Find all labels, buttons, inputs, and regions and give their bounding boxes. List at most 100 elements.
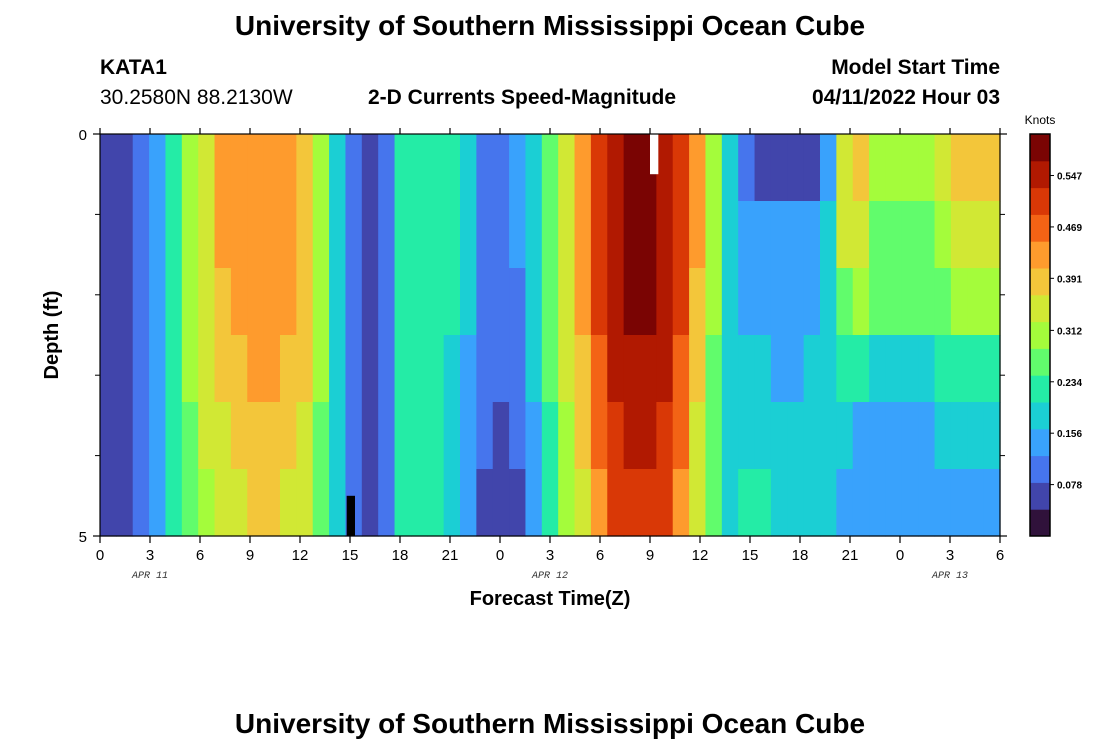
heatmap-cell [721,201,739,269]
heatmap-cell [509,268,527,336]
heatmap-cell [116,201,134,269]
heatmap-cell [132,134,150,202]
heatmap-cell [116,335,134,403]
heatmap-cell [607,201,625,269]
heatmap-cell [492,469,510,537]
colorbar-segment [1030,509,1050,537]
heatmap-cell [361,268,379,336]
heatmap-cell [590,335,608,403]
heatmap-cell [100,469,117,537]
main-title: University of Southern Mississippi Ocean… [234,10,866,41]
colorbar-segment [1030,268,1050,296]
heatmap-cell [787,402,805,470]
missing-cell [650,134,659,175]
heatmap-cell [672,134,690,202]
heatmap-cell [721,469,739,537]
heatmap-cell [541,134,559,202]
heatmap-cell [803,134,821,202]
heatmap-cell [623,469,641,537]
heatmap-cell [230,134,248,202]
heatmap-cell [656,134,674,202]
heatmap-cell [869,201,887,269]
heatmap-cell [329,134,347,202]
heatmap-cell [165,469,183,537]
heatmap-cell [263,134,281,202]
heatmap-cell [918,335,936,403]
heatmap-cell [443,268,461,336]
heatmap-cell [787,469,805,537]
heatmap-cell [558,469,576,537]
heatmap-cell [509,134,527,202]
x-tick-label: 15 [742,547,759,564]
heatmap-cell [181,469,199,537]
heatmap-cell [476,335,494,403]
heatmap-cell [689,201,707,269]
colorbar-segment [1030,294,1050,323]
heatmap-cell [820,268,837,336]
heatmap-cell [983,134,1001,202]
heatmap-cell [116,402,134,470]
heatmap-cell [460,469,477,537]
colorbar-segment [1030,321,1050,349]
heatmap-cell [312,469,330,537]
heatmap-cell [165,201,183,269]
colorbar-segment [1030,348,1050,376]
heatmap-cell [361,335,379,403]
heatmap-cell [410,268,428,336]
heatmap-cell [132,201,150,269]
heatmap-cell [934,335,952,403]
heatmap-cell [803,201,821,269]
heatmap-cell [852,268,870,336]
heatmap-cell [476,469,494,537]
heatmap-cell [820,201,837,269]
heatmap-cell [329,268,347,336]
x-tick-label: 6 [196,547,204,564]
heatmap-cell [934,201,952,269]
colorbar-segment [1030,187,1050,215]
heatmap-cell [836,335,854,403]
heatmap-cell [738,134,756,202]
heatmap-cell [787,201,805,269]
heatmap-cell [950,134,968,202]
heatmap-cell [214,402,232,470]
heatmap-cell [836,402,854,470]
heatmap-cell [460,201,477,269]
heatmap-cell [214,134,232,202]
heatmap-cell [590,201,608,269]
heatmap-cell [607,134,625,202]
heatmap-cell [492,268,510,336]
heatmap-cell [574,134,592,202]
x-tick-label: 15 [342,547,359,564]
heatmap-cell [967,402,985,470]
heatmap-cell [181,335,199,403]
heatmap-cell [476,268,494,336]
heatmap-cell [656,335,674,403]
heatmap-cell [443,134,461,202]
heatmap-cell [656,201,674,269]
colorbar-segment [1030,134,1050,162]
heatmap-cell [525,201,543,269]
heatmap-cell [427,335,445,403]
heatmap-cell [132,469,150,537]
heatmap-cell [198,402,216,470]
heatmap-cell [181,268,199,336]
heatmap-cell [705,402,723,470]
heatmap-cell [476,402,494,470]
heatmap-cell [410,335,428,403]
y-tick-label: 0 [79,127,87,144]
heatmap-cell [280,335,297,403]
heatmap-cell [574,402,592,470]
heatmap-cell [280,268,297,336]
heatmap-cell [852,201,870,269]
heatmap-cell [149,469,167,537]
heatmap-cell [607,268,625,336]
heatmap-cell [476,134,494,202]
heatmap-cell [640,335,657,403]
heatmap-cell [427,268,445,336]
heatmap-cell [509,402,527,470]
heatmap-cell [836,134,854,202]
heatmap-cell [361,402,379,470]
heatmap-cell [787,134,805,202]
heatmap-cell [852,469,870,537]
heatmap-cell [492,335,510,403]
